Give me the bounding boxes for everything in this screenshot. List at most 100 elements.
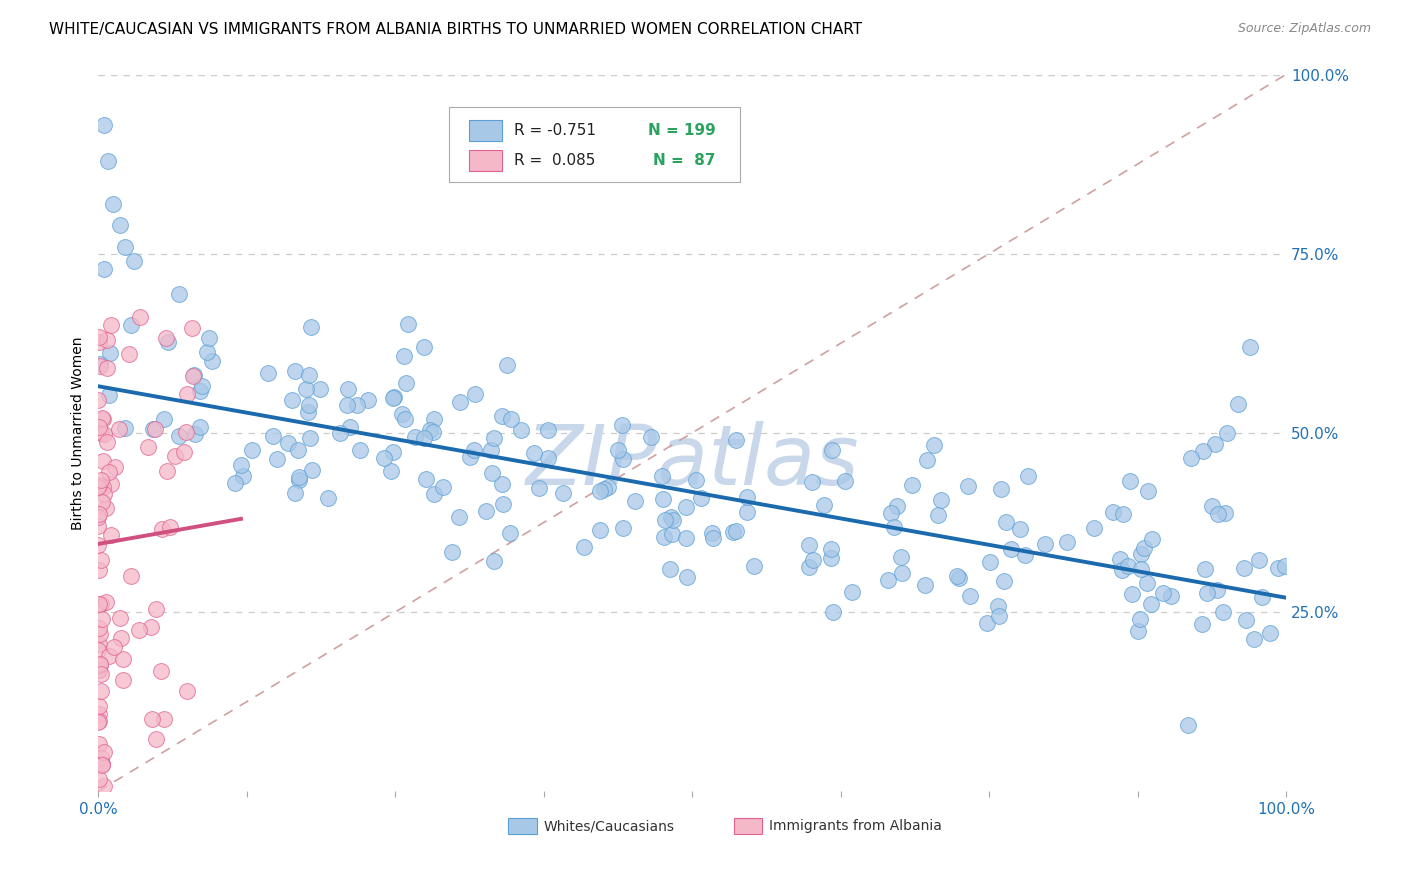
Point — [96, 333, 118, 347]
Point — [90, 612, 112, 626]
Point — [593, 482, 616, 496]
Point — [1140, 532, 1163, 546]
Point — [1017, 469, 1039, 483]
Point — [380, 464, 402, 478]
Point — [298, 398, 321, 412]
Point — [145, 601, 167, 615]
Point — [821, 442, 844, 457]
Point — [675, 531, 697, 545]
Point — [89, 714, 111, 728]
Point — [108, 421, 131, 435]
Point — [834, 474, 856, 488]
Point — [336, 382, 359, 396]
Point — [149, 664, 172, 678]
Point — [1109, 551, 1132, 566]
Point — [98, 648, 121, 663]
Point — [492, 497, 515, 511]
Point — [922, 438, 945, 452]
Point — [284, 486, 307, 500]
Point — [176, 387, 198, 401]
Point — [87, 621, 110, 635]
Point — [122, 253, 145, 268]
Point — [91, 454, 114, 468]
Point — [651, 468, 673, 483]
Point — [946, 569, 969, 583]
Point — [987, 599, 1010, 614]
Point — [957, 478, 980, 492]
Point — [624, 494, 647, 508]
Point — [128, 310, 150, 325]
Point — [419, 424, 441, 438]
Point — [475, 503, 498, 517]
Point — [1274, 559, 1296, 574]
Point — [990, 482, 1012, 496]
Point — [346, 398, 368, 412]
Text: R =  0.085: R = 0.085 — [515, 153, 596, 168]
Point — [181, 368, 204, 383]
Point — [91, 758, 114, 772]
Point — [281, 393, 304, 408]
Point — [163, 449, 186, 463]
Point — [661, 527, 683, 541]
Point — [979, 555, 1001, 569]
Point — [676, 570, 699, 584]
Point — [606, 442, 628, 457]
Point — [841, 584, 863, 599]
Point — [463, 443, 485, 458]
Point — [93, 261, 115, 276]
Point — [447, 510, 470, 524]
Point — [93, 118, 115, 132]
Point — [685, 473, 707, 487]
Point — [725, 524, 748, 538]
Point — [284, 364, 307, 378]
Point — [1191, 617, 1213, 632]
Point — [651, 492, 673, 507]
Point — [89, 359, 111, 373]
Point — [1234, 613, 1257, 627]
Point — [89, 657, 111, 672]
Point — [1195, 586, 1218, 600]
Point — [87, 330, 110, 344]
Point — [87, 509, 110, 524]
FancyBboxPatch shape — [734, 819, 762, 834]
Point — [993, 574, 1015, 589]
Point — [1140, 598, 1163, 612]
Text: N =  87: N = 87 — [654, 153, 716, 168]
Point — [877, 574, 900, 588]
Point — [87, 643, 110, 657]
Point — [1056, 534, 1078, 549]
Point — [184, 427, 207, 442]
Point — [1136, 575, 1159, 590]
Point — [188, 420, 211, 434]
Point — [900, 478, 922, 492]
Point — [89, 478, 111, 492]
Point — [1121, 587, 1143, 601]
Point — [288, 470, 311, 484]
Point — [813, 498, 835, 512]
Point — [232, 469, 254, 483]
Text: N = 199: N = 199 — [648, 123, 716, 138]
Point — [195, 344, 218, 359]
Point — [94, 500, 117, 515]
Point — [156, 334, 179, 349]
Point — [1258, 626, 1281, 640]
Point — [91, 412, 114, 426]
Point — [422, 425, 444, 439]
Point — [90, 751, 112, 765]
Point — [1267, 561, 1289, 575]
Point — [404, 430, 426, 444]
Point — [1014, 548, 1036, 562]
Point — [797, 538, 820, 552]
Point — [725, 433, 748, 447]
Point — [266, 452, 288, 467]
Point — [491, 409, 513, 423]
Point — [412, 431, 434, 445]
Point — [100, 528, 122, 542]
Point — [1133, 541, 1156, 555]
Point — [277, 436, 299, 450]
Point — [1008, 522, 1031, 536]
Point — [551, 485, 574, 500]
Point — [297, 405, 319, 419]
Point — [349, 442, 371, 457]
Point — [87, 481, 110, 495]
